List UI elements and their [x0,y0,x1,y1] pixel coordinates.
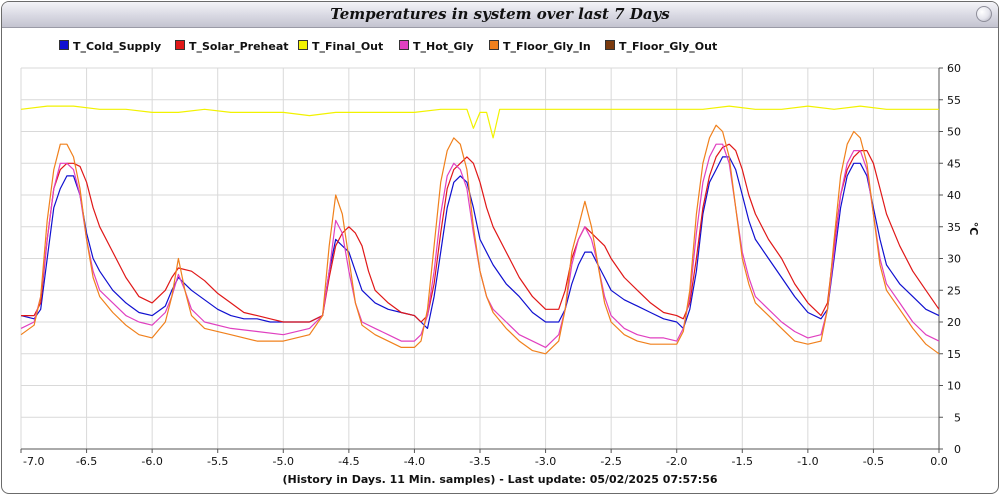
legend-item: T_Solar_Preheat [175,40,289,53]
legend-item: T_Floor_Gly_In [489,40,591,53]
x-tick-label: -5.5 [207,455,228,468]
legend-item: T_Hot_Gly [399,40,474,53]
x-tick-label: -4.0 [404,455,425,468]
x-tick-label: -6.5 [76,455,97,468]
legend-swatch [175,40,185,50]
legend-label: T_Hot_Gly [413,40,474,53]
title-bar: Temperatures in system over last 7 Days [2,2,998,28]
y-tick-label: 10 [947,380,961,393]
legend-swatch [605,40,615,50]
y-tick-label: 60 [947,62,961,75]
x-tick-label: -2.5 [600,455,621,468]
legend-label: T_Solar_Preheat [189,40,289,53]
y-tick-label: 15 [947,348,961,361]
x-tick-label: -5.0 [273,455,294,468]
legend-label: T_Cold_Supply [73,40,162,53]
y-tick-label: 0 [954,443,961,456]
x-tick-label: -4.5 [338,455,359,468]
y-tick-label: 35 [947,221,961,234]
y-tick-label: 50 [947,126,961,139]
legend-label: T_Floor_Gly_Out [619,40,718,53]
legend-item: T_Final_Out [298,40,383,53]
chart-title: Temperatures in system over last 7 Days [330,5,670,23]
y-tick-label: 30 [947,253,961,266]
y-tick-label: 5 [954,411,961,424]
x-tick-label: -3.5 [469,455,490,468]
y-tick-label: 40 [947,189,961,202]
x-tick-label: 0.0 [930,455,948,468]
series-line-t-solar-preheat [21,143,940,323]
legend-swatch [489,40,499,50]
x-tick-label: -7.0 [23,455,44,468]
x-tick-label: -1.0 [797,455,818,468]
y-tick-label: 55 [947,94,961,107]
y-tick-label: 45 [947,157,961,170]
y-tick-label: 20 [947,316,961,329]
series-line-t-final-out [20,105,939,139]
series-line-t-hot-gly [20,143,940,348]
series-line-t-floor-gly-in [20,124,940,355]
x-tick-label: -0.5 [863,455,884,468]
legend-swatch [59,40,69,50]
x-tick-label: -6.0 [141,455,162,468]
series-line-t-cold-supply [20,156,940,329]
legend-swatch [399,40,409,50]
legend-label: T_Floor_Gly_In [503,40,591,53]
legend-item: T_Cold_Supply [59,40,161,53]
y-axis-label: °C [967,222,980,236]
window-control-button[interactable] [976,6,992,22]
legend-swatch [298,40,308,50]
x-tick-label: -3.0 [535,455,556,468]
x-axis-caption: (History in Days. 11 Min. samples) - Las… [282,473,718,486]
legend-item: T_Floor_Gly_Out [605,40,717,53]
x-tick-label: -2.0 [666,455,687,468]
x-tick-label: -1.5 [732,455,753,468]
legend-label: T_Final_Out [312,40,384,53]
y-tick-label: 25 [947,284,961,297]
